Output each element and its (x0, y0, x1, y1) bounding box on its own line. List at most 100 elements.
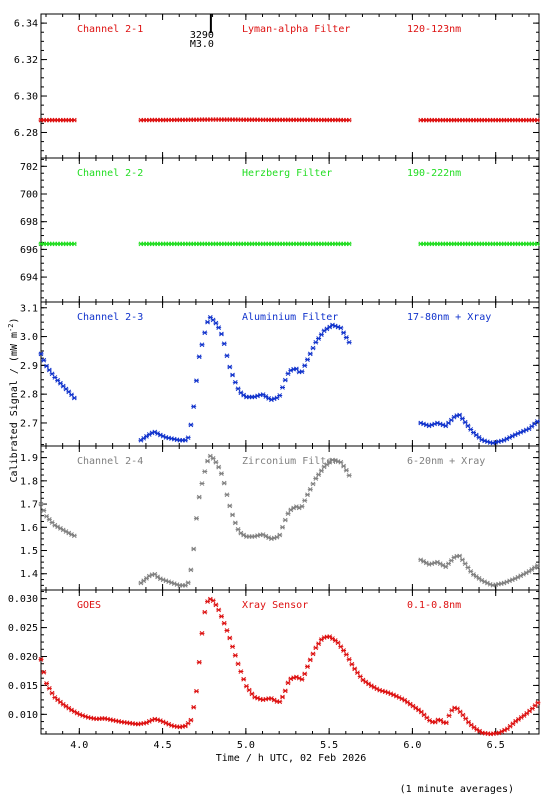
data-point (285, 680, 291, 686)
data-point (221, 620, 227, 626)
data-point (71, 117, 77, 123)
flare-marker: 3290 M3.0 (190, 14, 214, 50)
y-tick-label: 6.34 (14, 19, 38, 30)
data-point (232, 520, 238, 526)
data-point (476, 576, 482, 581)
panel-filter-label: Lyman-alpha Filter (242, 24, 350, 35)
data-point (185, 720, 191, 726)
data-point (457, 412, 463, 418)
data-point (199, 481, 205, 486)
data-point (465, 423, 471, 429)
data-point (366, 681, 372, 687)
y-tick-label: 2.8 (20, 390, 38, 401)
data-point (343, 335, 349, 340)
data-point (71, 241, 77, 247)
panel-goes: 0.010 0.015 0.020 0.025 0.030 GOES Xray Sensor… (8, 589, 540, 735)
data-point (213, 459, 219, 465)
data-point (185, 580, 191, 586)
data-point (238, 669, 244, 674)
x-tick-label: 5.5 (320, 740, 338, 751)
data-point (213, 602, 219, 608)
data-point (307, 351, 313, 357)
data-point (310, 651, 316, 657)
data-point (313, 645, 319, 651)
data-point (224, 353, 230, 359)
data-point (318, 468, 324, 474)
data-point (299, 369, 305, 374)
data-point (343, 652, 349, 657)
data-point (199, 342, 205, 348)
panel-filter-label: Aluminium Filter (242, 312, 338, 323)
data-point (304, 492, 310, 498)
data-point (404, 699, 410, 705)
y-axis-label-main: Calibrated Signal / (mW m (9, 332, 20, 483)
data-point (210, 598, 216, 604)
data-point (282, 517, 288, 523)
data-point (363, 679, 369, 685)
data-point (462, 419, 468, 425)
data-point (535, 700, 541, 706)
data-point (407, 701, 413, 707)
data-point (463, 716, 469, 722)
data-point (60, 701, 66, 707)
panel-frame (40, 445, 540, 591)
data-point (277, 699, 283, 705)
data-point (216, 464, 222, 470)
data-point (216, 607, 222, 613)
data-point (202, 469, 208, 474)
data-point (44, 363, 50, 369)
panel-band-label: 120-123nm (407, 24, 461, 35)
data-point (41, 357, 47, 363)
data-point (459, 416, 465, 421)
data-point (196, 494, 202, 500)
panel-channel-2-3: 2.7 2.8 2.9 3.0 3.1 Channel 2-3 Aluminium Filt… (20, 301, 540, 447)
panel-channel-2-2: 694 696 698 700 702 Channel 2-2 Herzberg Filte… (20, 157, 540, 303)
y-tick-label: 0.020 (8, 652, 38, 663)
data-point (307, 487, 313, 492)
data-point (232, 652, 238, 658)
series-channel-2-4 (38, 453, 540, 588)
data-point (235, 661, 241, 667)
flare-marker-number: 3290 (190, 30, 214, 41)
y-axis-label-superscript: -2 (7, 324, 15, 332)
data-point (335, 640, 341, 646)
y-tick-label: 700 (20, 190, 38, 201)
y-tick-label: 0.025 (8, 623, 38, 634)
y-tick-label: 696 (20, 245, 38, 256)
data-point (277, 393, 283, 398)
panel-filter-label: Xray Sensor (242, 600, 308, 611)
data-point (338, 325, 344, 331)
data-point (352, 666, 358, 672)
data-point (313, 476, 319, 481)
x-axis-label: Time / h UTC, 02 Feb 2026 (216, 753, 367, 764)
data-point (285, 511, 291, 516)
data-point (513, 718, 519, 724)
data-point (293, 366, 299, 372)
data-point (534, 117, 540, 123)
panel-frame (40, 157, 540, 303)
y-tick-label: 702 (20, 162, 38, 173)
data-point (191, 704, 197, 710)
data-point (465, 565, 471, 570)
data-point (324, 326, 330, 332)
panel-band-label: 0.1-0.8nm (407, 600, 461, 611)
data-point (241, 676, 247, 682)
y-tick-label: 0.010 (8, 710, 38, 721)
data-point (49, 371, 55, 377)
x-tick-label: 5.0 (237, 740, 255, 751)
data-point (470, 572, 476, 577)
data-point (346, 241, 352, 247)
data-point (460, 712, 466, 718)
data-point (462, 561, 468, 567)
data-point (357, 674, 363, 679)
data-point (185, 435, 191, 441)
data-point (280, 524, 286, 530)
data-point (532, 565, 538, 570)
data-point (66, 705, 72, 711)
data-point (288, 507, 294, 513)
footnote: (1 minute averages) (400, 784, 514, 795)
panels-layer: 6.28 6.30 6.32 6.34 Channel 2-1 Lyman-alpha F… (8, 13, 540, 751)
data-point (402, 697, 408, 703)
data-point (280, 385, 286, 390)
data-point (224, 492, 230, 498)
